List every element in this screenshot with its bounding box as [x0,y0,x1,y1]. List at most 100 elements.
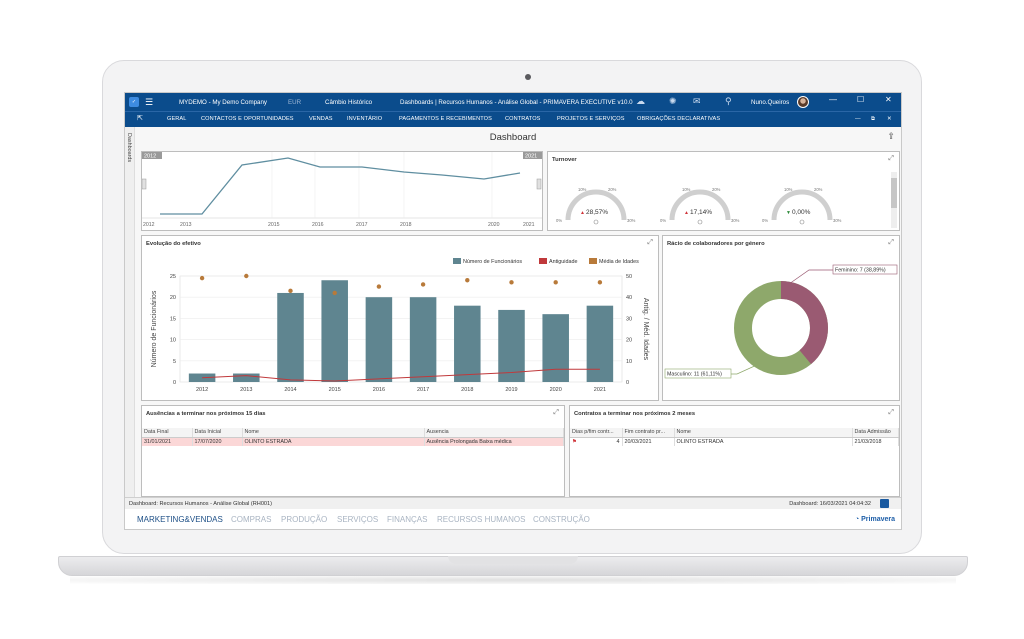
x-tick-label: 2013 [240,387,252,393]
globe-icon[interactable]: ✺ [669,96,677,106]
ribbon-restore-icon[interactable]: ⧉ [871,116,876,122]
y-left-tick: 25 [170,274,176,280]
status-left: Dashboard: Recursos Humanos - Análise Gl… [129,501,273,507]
avatar[interactable] [797,96,809,108]
module-marketing[interactable]: MARKETING&VENDAS [137,515,223,524]
scatter-point [244,273,249,279]
menu-item-contratos[interactable]: CONTRATOS [505,116,541,122]
module-construcao[interactable]: CONSTRUÇÃO [533,515,590,524]
currency-label[interactable]: EUR [288,98,302,106]
timeline-tick: 2018 [400,222,412,228]
timeline-tick: 2020 [488,222,500,228]
refresh-icon[interactable] [880,499,889,508]
y-left-tick: 10 [170,338,176,344]
gauge-tick-label: 30% [833,218,842,223]
company-selector[interactable]: MYDEMO - My Demo Company [179,98,268,106]
table-row[interactable]: 31/01/2021 17/07/2020 OLINTO ESTRADA Aus… [142,437,564,446]
expand-icon[interactable]: ⤢ [647,239,653,246]
export-icon[interactable]: ⇪ [887,131,895,141]
cell: OLINTO ESTRADA [674,437,853,446]
legend-seniority[interactable]: Antiguidade [539,258,577,265]
table-row[interactable]: ⚑ 4 20/03/2021 OLINTO ESTRADA 21/03/2018 [570,437,899,446]
page-title: Dashboard [489,132,537,143]
turnover-gauges: 0%10% 20%30%▲ 28,57%0%10% 20%30%▲ 17,14%0%10… [556,187,842,225]
timeline-chart[interactable]: 2012 2021 2012 2013 2015 2016 2017 [141,152,542,230]
gauge-arc [565,189,627,221]
column-header[interactable]: Data Admissão [852,428,899,438]
menu-item-contactos[interactable]: CONTACTOS E OPORTUNIDADES [201,116,294,122]
column-header[interactable]: Fim contrato pr... [622,428,675,438]
notifications-icon[interactable]: ✉ [693,96,701,106]
days-value: 4 [616,438,620,445]
gauge-tick-label: 0% [660,218,666,223]
hamburger-menu-icon[interactable]: ☰ [145,96,154,107]
user-name[interactable]: Nuno.Queiros [751,98,790,106]
primavera-logo: ◔ Primavera [855,516,895,523]
column-header[interactable]: Nome [674,428,853,438]
module-bar: MARKETING&VENDAS COMPRAS PRODUÇÃO SERVIÇ… [125,509,901,529]
expand-icon[interactable]: ⤢ [888,239,894,246]
brand-name: Primavera [861,516,895,523]
brand-mark-icon: ◔ [854,516,860,523]
scatter-point [597,280,603,285]
exchange-selector[interactable]: Câmbio Histórico [325,98,373,106]
bar [233,373,260,382]
y-left-tick: 5 [173,359,176,365]
x-tick-label: 2017 [417,387,429,393]
ribbon-close-icon[interactable]: ✕ [887,116,892,122]
timeline-panel[interactable]: 2012 2021 2012 2013 2015 2016 2017 [141,151,543,231]
side-tab-label: Dashboards [126,133,132,163]
title-bar: ✓ ☰ MYDEMO - My Demo Company EUR Câmbio … [125,93,901,111]
ribbon-minimize-icon[interactable]: — [855,116,861,122]
gauge-tick-label: 20% [712,187,721,192]
expand-icon[interactable]: ⤢ [888,409,894,416]
legend-age[interactable]: Média de Idades [589,258,639,265]
column-header[interactable]: Data Final [142,428,193,438]
label-female: Feminino: 7 (38,89%) [835,268,886,274]
menu-item-vendas[interactable]: VENDAS [309,116,333,122]
x-tick-label: 2021 [594,387,606,393]
app-window: ✓ ☰ MYDEMO - My Demo Company EUR Câmbio … [124,92,902,530]
y-axis-left-label: Número de Funcionários [151,290,158,367]
expand-icon[interactable]: ⤢ [888,155,894,162]
menu-item-geral[interactable]: GERAL [167,116,187,122]
turnover-panel: Turnover ⤢ 0% 10% 20% 30% ▲ 28,57% 0% 10% 20% 30%… [547,151,900,231]
column-header[interactable]: Nome [242,428,425,438]
expand-icon[interactable]: ⤢ [553,409,559,416]
legend-employees[interactable]: Número de Funcionários [453,258,522,265]
pin-icon[interactable]: ⇱ [137,115,143,122]
module-servicos[interactable]: SERVIÇOS [337,515,379,524]
gender-title: Rácio de colaboradores por género [667,241,765,247]
bar [542,314,569,382]
module-financas[interactable]: FINANÇAS [387,515,428,524]
menu-item-projetos[interactable]: PROJETOS E SERVIÇOS [557,116,625,122]
module-recursos-humanos[interactable]: RECURSOS HUMANOS [437,515,526,524]
gauge-tick-label: 30% [731,218,740,223]
y-right-tick: 50 [626,274,632,280]
dashboard-area: Dashboards Dashboard ⇪ 2012 2021 [125,127,901,497]
module-compras[interactable]: COMPRAS [231,515,272,524]
maximize-icon[interactable]: ☐ [857,95,865,104]
gauge-trend-icon: ▼ [786,210,791,216]
bar [321,280,348,382]
search-icon[interactable]: ⚲ [725,96,732,106]
menu-item-inventario[interactable]: INVENTÁRIO [347,116,383,122]
scrollbar[interactable] [891,172,897,228]
cloud-icon[interactable]: ☁ [636,96,645,106]
x-tick-label: 2019 [505,387,517,393]
gauge-arc [771,189,833,221]
menu-item-obrigacoes[interactable]: OBRIGAÇÕES DECLARATIVAS [637,116,721,122]
column-header[interactable]: Data Inicial [192,428,243,438]
app-logo-icon[interactable]: ✓ [129,97,139,107]
x-tick-label: 2020 [550,387,562,393]
gauge-pivot [799,219,805,225]
gauge-tick-label: 0% [762,218,768,223]
column-header[interactable]: Ausencia [424,428,564,438]
column-header[interactable]: Dias p/fim contr... [570,428,623,438]
close-icon[interactable]: ✕ [885,95,892,104]
side-tab-dashboards[interactable]: Dashboards [125,127,135,497]
menu-item-pagamentos[interactable]: PAGAMENTOS E RECEBIMENTOS [399,116,492,122]
module-producao[interactable]: PRODUÇÃO [281,515,328,524]
ribbon-menu: ⇱ GERAL CONTACTOS E OPORTUNIDADES VENDAS… [125,111,901,127]
minimize-icon[interactable]: — [829,95,837,104]
